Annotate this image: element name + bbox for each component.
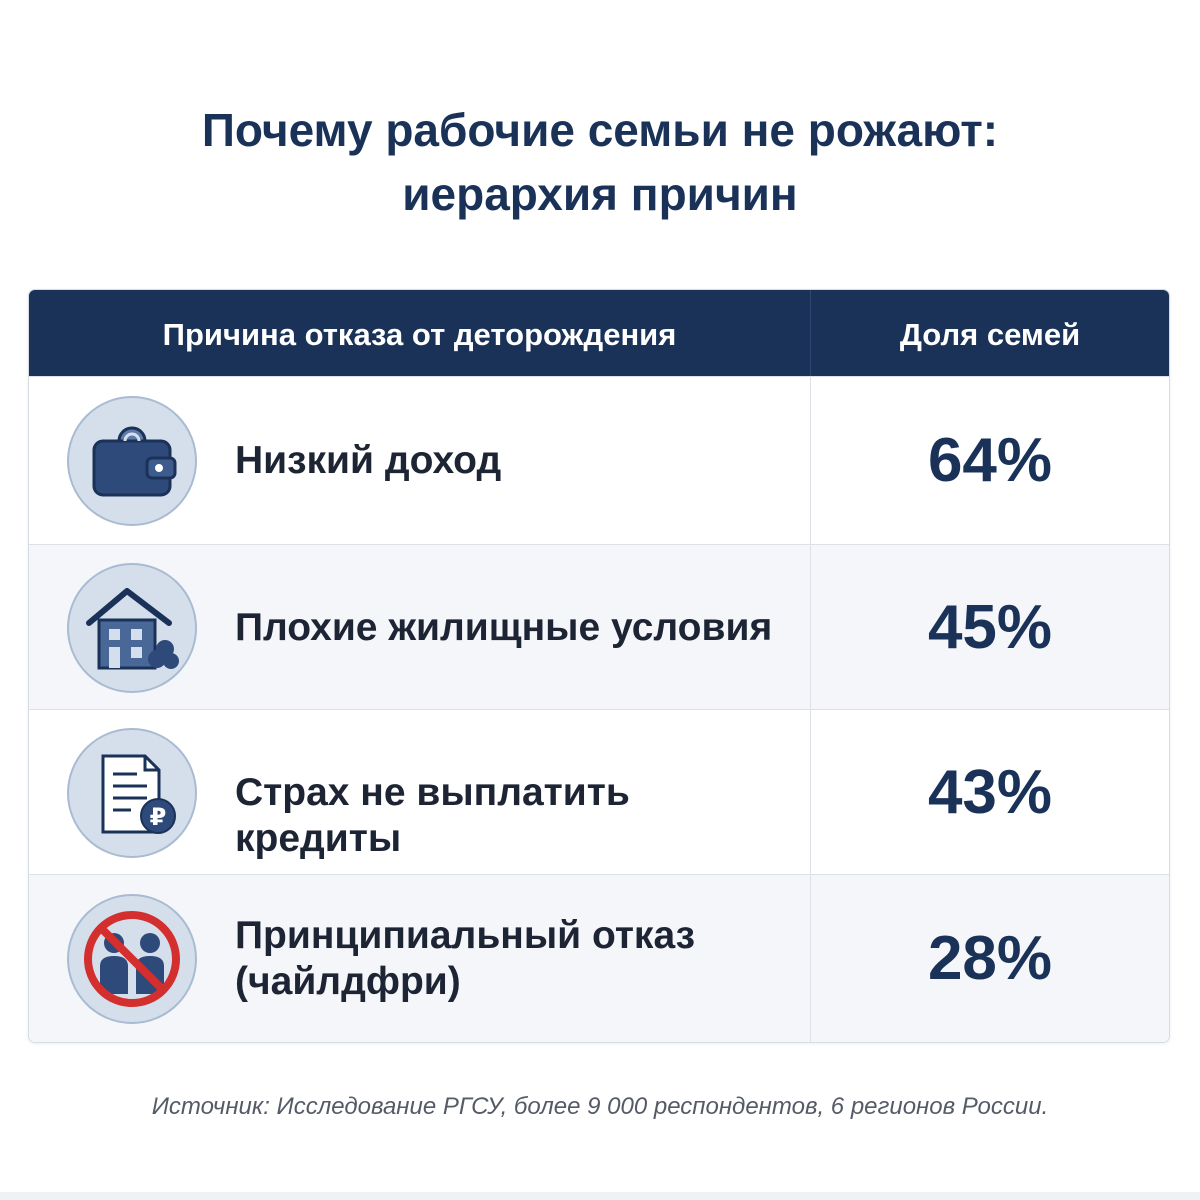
table-row: ₽ Страх не выплатить кредиты 43%: [29, 709, 1169, 875]
title-line-2: иерархия причин: [402, 168, 798, 220]
reason-label: Плохие жилищные условия: [235, 605, 805, 651]
reason-label: Низкий доход: [235, 438, 805, 484]
reason-line: Страх не выплатить кредиты: [235, 771, 630, 860]
share-value: 45%: [927, 593, 1053, 662]
column-divider: [810, 377, 811, 545]
reason-line: Принципиальный отказ: [235, 914, 696, 957]
column-divider: [810, 545, 811, 710]
wallet-icon: [67, 396, 197, 526]
reason-line: Низкий доход: [235, 439, 502, 482]
table-row: Принципиальный отказ (чайлдфри) 28%: [29, 874, 1169, 1042]
table-row: Низкий доход 64%: [29, 376, 1169, 545]
reasons-table: Причина отказа от деторождения Доля семе…: [28, 289, 1170, 1043]
column-header-reason: Причина отказа от деторождения: [162, 317, 677, 352]
house-icon: [67, 563, 197, 693]
reason-label: Принципиальный отказ (чайлдфри): [235, 913, 805, 1005]
table-header: Причина отказа от деторождения Доля семе…: [29, 290, 1169, 376]
reason-label: Страх не выплатить кредиты: [235, 770, 805, 862]
header-divider: [810, 290, 811, 376]
svg-text:₽: ₽: [150, 803, 167, 831]
source-note: Источник: Исследование РГСУ, более 9 000…: [151, 1093, 1049, 1120]
reason-line: (чайлдфри): [235, 960, 461, 1003]
no-children-icon: [67, 894, 197, 1024]
column-header-share: Доля семей: [899, 317, 1081, 352]
share-value: 64%: [927, 426, 1053, 495]
reason-line: Плохие жилищные условия: [235, 606, 773, 649]
page-title: Почему рабочие семьи не рожают: иерархия…: [0, 98, 1200, 226]
column-divider: [810, 875, 811, 1042]
title-line-1: Почему рабочие семьи не рожают:: [201, 104, 999, 156]
share-value: 28%: [927, 924, 1053, 993]
footer-strip: [0, 1192, 1200, 1200]
column-divider: [810, 710, 811, 875]
document-ruble-icon: ₽: [67, 728, 197, 858]
share-value: 43%: [927, 758, 1053, 827]
table-row: Плохие жилищные условия 45%: [29, 544, 1169, 710]
